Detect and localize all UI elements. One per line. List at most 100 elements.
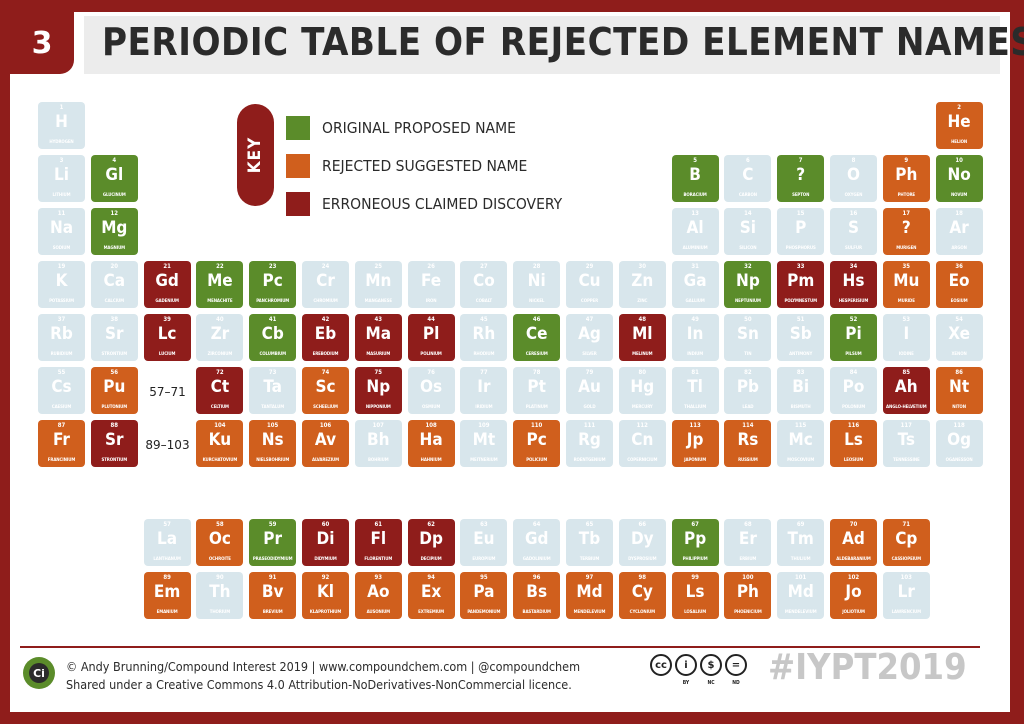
element-name: THORIUM xyxy=(209,610,231,615)
element-tile: 112 Cn COPERNICIUM xyxy=(618,420,666,467)
element-symbol: Ar xyxy=(949,218,969,238)
element-tile: 113 Jp JAPONIUM xyxy=(671,420,719,467)
element-name: LAWRENCIUM xyxy=(891,610,921,615)
element-symbol: Di xyxy=(316,529,335,549)
element-name: EREBODIUM xyxy=(312,352,339,357)
element-name: COPERNICIUM xyxy=(627,458,658,463)
key-label: KEY xyxy=(245,136,266,174)
element-tile: 49 In INDIUM xyxy=(671,314,719,361)
element-symbol: Pc xyxy=(526,430,547,450)
element-tile: 40 Zr ZIRCONIUM xyxy=(196,314,244,361)
element-symbol: Na xyxy=(49,218,74,238)
element-tile: 32 Np NEPTUNIUM xyxy=(724,261,772,308)
element-name: PRASEODIDYMIUM xyxy=(252,557,293,562)
element-tile: 62 Dp DECIPIUM xyxy=(407,519,455,566)
element-symbol: Pc xyxy=(262,271,283,291)
element-symbol: Pl xyxy=(422,324,440,344)
footer-licence: Shared under a Creative Commons 4.0 Attr… xyxy=(66,677,572,692)
element-name: CAESIUM xyxy=(51,405,72,410)
element-symbol: Bs xyxy=(526,582,548,602)
element-name: CERESIUM xyxy=(525,352,548,357)
element-name: NITON xyxy=(952,405,966,410)
element-symbol: Fr xyxy=(53,430,70,450)
element-tile: 57 La LANTHANUM xyxy=(143,519,191,566)
element-symbol: B xyxy=(689,165,701,185)
element-number: 30 xyxy=(638,263,647,270)
element-tile: 34 Hs HESPERISIUM xyxy=(830,261,877,308)
element-symbol: Cn xyxy=(631,430,654,450)
element-tile: 99 Ls LOSALIUM xyxy=(671,572,719,619)
element-name: HYDROGEN xyxy=(49,140,74,145)
element-tile: 74 Sc SCHEELIUM xyxy=(302,367,349,414)
element-tile: 41 Cb COLUMBIUM xyxy=(249,314,297,361)
element-number: 35 xyxy=(902,263,911,270)
element-name: BASTARDIUM xyxy=(522,610,551,615)
element-name: CASSIOPEIUM xyxy=(891,557,921,562)
element-name: RUBIDIUM xyxy=(50,352,73,357)
key-swatch-green xyxy=(286,116,310,140)
element-name: PILSUM xyxy=(845,352,862,357)
element-name: BREVIUM xyxy=(262,610,283,615)
element-tile: 85 Ah ANGLO-HELVETIUM xyxy=(882,367,930,414)
element-name: TERBIUM xyxy=(579,557,600,562)
element-tile: 38 Sr STRONTIUM xyxy=(90,314,138,361)
element-symbol: Ph xyxy=(895,165,918,185)
element-name: GADOLINIUM xyxy=(522,557,551,562)
element-number: 81 xyxy=(691,369,699,376)
footer-credit: © Andy Brunning/Compound Interest 2019 |… xyxy=(66,659,581,674)
element-number: 104 xyxy=(214,422,226,429)
element-name: LANTHANUM xyxy=(153,557,181,562)
element-name: SILICON xyxy=(739,246,757,251)
element-name: MENDELEVIUM xyxy=(784,610,817,615)
element-number: 67 xyxy=(691,521,699,528)
element-name: PLATINUM xyxy=(525,405,548,410)
element-tile: 7? SEPTON xyxy=(777,155,825,202)
element-number: 97 xyxy=(585,574,594,581)
compound-interest-logo: Ci xyxy=(23,657,55,689)
element-symbol: H xyxy=(55,112,68,132)
element-symbol: Mc xyxy=(788,430,813,450)
element-name: GLUCINUM xyxy=(102,193,126,198)
element-name: TENNESSINE xyxy=(892,458,920,463)
element-number: 100 xyxy=(742,574,754,581)
element-number: 31 xyxy=(691,263,699,270)
element-name: EOSIUM xyxy=(950,299,968,304)
element-tile: 115 Mc MOSCOVIUM xyxy=(777,420,825,467)
element-number: 54 xyxy=(955,316,963,323)
element-number: 102 xyxy=(847,574,860,581)
element-name: DIDYMIUM xyxy=(314,557,337,562)
element-symbol: No xyxy=(947,165,971,185)
actinide-range-label: 89–103 xyxy=(145,438,190,452)
cc-icon: cc xyxy=(650,654,672,676)
element-number: 15 xyxy=(796,210,805,217)
element-tile: 59 Pr PRASEODIDYMIUM xyxy=(249,519,297,566)
element-name: THALLIUM xyxy=(684,405,707,410)
element-symbol: La xyxy=(157,529,178,549)
element-tile: 60 Di DIDYMIUM xyxy=(302,519,349,566)
element-name: ZINC xyxy=(637,299,648,304)
element-number: 28 xyxy=(532,263,541,270)
element-name: POLICIUM xyxy=(526,458,548,463)
element-number: 68 xyxy=(744,521,752,528)
element-name: COBALT xyxy=(475,299,492,304)
element-tile: 1 H HYDROGEN xyxy=(38,102,85,149)
element-symbol: Gd xyxy=(155,271,179,291)
element-symbol: Og xyxy=(947,430,972,450)
element-name: THULIUM xyxy=(790,557,811,562)
element-tile: 88 Sr STRONTIUM xyxy=(90,420,138,467)
element-number: 82 xyxy=(744,369,752,376)
element-tile: 14 Si SILICON xyxy=(724,208,772,255)
poster-number: 3 xyxy=(10,12,74,74)
element-name: ZIRCONIUM xyxy=(207,352,233,357)
element-name: PANCHROMIUM xyxy=(256,299,290,304)
element-tile: 45 Rh RHODIUM xyxy=(460,314,508,361)
element-name: PHOENICIUM xyxy=(734,610,762,615)
element-symbol: Ma xyxy=(365,324,392,344)
element-name: NEPTUNIUM xyxy=(734,299,761,304)
element-number: 112 xyxy=(636,422,648,429)
element-symbol: Tl xyxy=(687,377,703,397)
element-symbol: Pi xyxy=(845,324,862,344)
element-symbol: Eo xyxy=(948,271,970,291)
element-number: 70 xyxy=(849,521,858,528)
element-name: MURIDE xyxy=(897,299,915,304)
